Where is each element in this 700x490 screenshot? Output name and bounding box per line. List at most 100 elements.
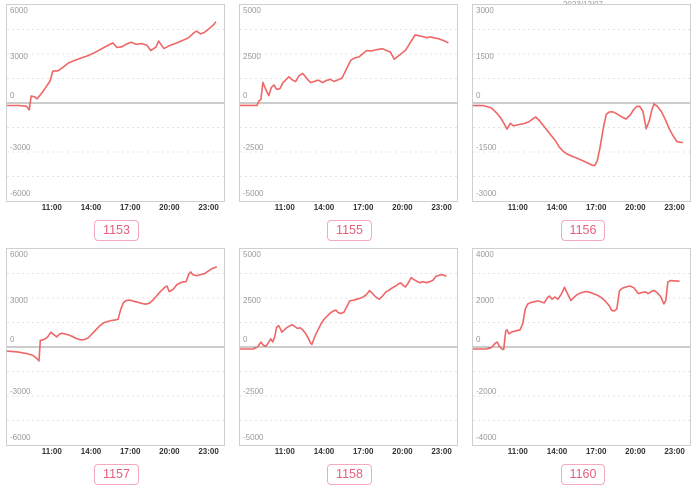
series-line <box>240 33 449 107</box>
chart-canvas <box>7 21 224 177</box>
y-tick-label: 3000 <box>476 6 494 15</box>
chart-cell-1158: · 5000 2500 0 -2500 -5000 11:00 14:00 17:00 20:… <box>233 244 466 488</box>
x-tick-label: 17:00 <box>119 203 141 212</box>
chart-title-clipped: · · <box>466 244 700 248</box>
x-tick-label: 17:00 <box>585 447 607 456</box>
x-axis-labels: 11:00 14:00 17:00 20:00 23:00 <box>472 202 691 214</box>
x-tick-label: 14:00 <box>80 447 102 456</box>
y-tick-label: -5000 <box>243 189 264 198</box>
y-tick-label: -6000 <box>10 433 31 442</box>
chart-plot[interactable]: 4000 2000 0 -2000 -4000 <box>472 248 691 446</box>
x-tick-label: 23:00 <box>431 203 452 212</box>
chart-id-badge-wrap: 1153 <box>0 214 233 244</box>
series-line <box>7 266 217 362</box>
x-tick-label: 17:00 <box>585 203 607 212</box>
x-axis-labels: 11:00 14:00 17:00 20:00 23:00 <box>6 446 225 458</box>
y-tick-label: -3000 <box>10 387 31 396</box>
y-tick-label: 2500 <box>243 52 261 61</box>
x-tick-label: 17:00 <box>352 203 374 212</box>
x-tick-label: 11:00 <box>41 203 62 212</box>
x-tick-label: 20:00 <box>392 203 413 212</box>
x-axis-labels: 11:00 14:00 17:00 20:00 23:00 <box>472 446 691 458</box>
y-tick-label: -3000 <box>476 189 497 198</box>
x-tick-label: 20:00 <box>392 447 413 456</box>
x-tick-label: 23:00 <box>431 447 452 456</box>
y-tick-label: -2500 <box>243 143 264 152</box>
x-tick-label: 17:00 <box>352 447 374 456</box>
x-tick-label: 20:00 <box>625 447 646 456</box>
chart-plot[interactable]: 3000 1500 0 -1500 -3000 <box>472 4 691 202</box>
x-axis-labels: 11:00 14:00 17:00 20:00 23:00 <box>239 202 458 214</box>
y-tick-label: 0 <box>10 91 15 100</box>
chart-id-badge[interactable]: 1155 <box>327 220 372 241</box>
chart-canvas <box>7 266 224 421</box>
x-tick-label: 14:00 <box>546 447 568 456</box>
y-tick-label: 2000 <box>476 296 494 305</box>
x-tick-label: 14:00 <box>80 203 102 212</box>
chart-canvas <box>473 29 690 177</box>
chart-cell-1155: ···· 5000 2500 0 -2500 -5000 11:00 14:00 17:00… <box>233 0 466 244</box>
y-tick-label: 0 <box>476 335 481 344</box>
x-tick-label: 23:00 <box>664 447 685 456</box>
chart-plot[interactable]: 6000 3000 0 -3000 -6000 <box>6 248 225 446</box>
x-tick-label: 14:00 <box>313 203 335 212</box>
series-line <box>473 103 683 167</box>
chart-plot[interactable]: 5000 2500 0 -2500 -5000 <box>239 248 458 446</box>
x-tick-label: 17:00 <box>119 447 141 456</box>
chart-title-clipped: ···· <box>0 0 233 4</box>
y-tick-label: 6000 <box>10 6 28 15</box>
chart-title-clipped: · <box>233 244 466 248</box>
chart-cell-1153: ···· 6000 3000 0 -3000 -6000 11:00 14:00 17:00… <box>0 0 233 244</box>
chart-id-badge[interactable]: 1160 <box>560 464 606 485</box>
y-tick-label: -5000 <box>243 433 264 442</box>
chart-id-badge-wrap: 1158 <box>233 458 466 488</box>
chart-canvas <box>240 29 457 177</box>
x-tick-label: 14:00 <box>546 203 568 212</box>
y-tick-label: 0 <box>243 335 248 344</box>
chart-id-badge[interactable]: 1153 <box>94 220 139 241</box>
y-tick-label: -4000 <box>476 433 497 442</box>
series-line <box>7 21 217 111</box>
x-axis-labels: 11:00 14:00 17:00 20:00 23:00 <box>239 446 458 458</box>
chart-plot[interactable]: 6000 3000 0 -3000 -6000 <box>6 4 225 202</box>
y-tick-label: 3000 <box>10 296 28 305</box>
chart-cell-1156: 2023/12/07 3000 1500 0 -1500 -3000 11:00 14:0… <box>466 0 700 244</box>
chart-title-clipped: ···· <box>233 0 466 4</box>
x-tick-label: 11:00 <box>507 447 528 456</box>
x-tick-label: 20:00 <box>159 203 180 212</box>
y-tick-label: -1500 <box>476 143 497 152</box>
series-line <box>240 273 447 350</box>
y-tick-label: -3000 <box>10 143 31 152</box>
y-tick-label: 4000 <box>476 250 494 259</box>
chart-id-badge-wrap: 1160 <box>466 458 700 488</box>
x-tick-label: 23:00 <box>198 447 219 456</box>
x-axis-labels: 11:00 14:00 17:00 20:00 23:00 <box>6 202 225 214</box>
y-tick-label: 0 <box>10 335 15 344</box>
chart-canvas <box>473 273 690 421</box>
chart-cell-1157: · ··· 6000 3000 0 -3000 -6000 11:00 14:00 17:0… <box>0 244 233 488</box>
y-tick-label: -2500 <box>243 387 264 396</box>
chart-id-badge[interactable]: 1157 <box>94 464 139 485</box>
chart-id-badge[interactable]: 1156 <box>560 220 606 241</box>
chart-id-badge-wrap: 1156 <box>466 214 700 244</box>
chart-title-clipped: · ··· <box>0 244 233 248</box>
chart-id-badge-wrap: 1157 <box>0 458 233 488</box>
y-tick-label: 3000 <box>10 52 28 61</box>
chart-title-clipped: 2023/12/07 <box>466 0 700 4</box>
y-tick-label: 0 <box>243 91 248 100</box>
chart-plot[interactable]: 5000 2500 0 -2500 -5000 <box>239 4 458 202</box>
series-line <box>473 279 680 351</box>
chart-id-badge-wrap: 1155 <box>233 214 466 244</box>
y-tick-label: 6000 <box>10 250 28 259</box>
x-tick-label: 20:00 <box>159 447 180 456</box>
x-tick-label: 11:00 <box>274 203 295 212</box>
y-tick-label: 5000 <box>243 250 261 259</box>
y-tick-label: 0 <box>476 91 481 100</box>
chart-id-badge[interactable]: 1158 <box>327 464 372 485</box>
chart-cell-1160: · · 4000 2000 0 -2000 -4000 11:00 14:00 17:00 2… <box>466 244 700 488</box>
y-tick-label: 2500 <box>243 296 261 305</box>
chart-canvas <box>240 273 457 421</box>
x-tick-label: 11:00 <box>41 447 62 456</box>
x-tick-label: 11:00 <box>507 203 528 212</box>
